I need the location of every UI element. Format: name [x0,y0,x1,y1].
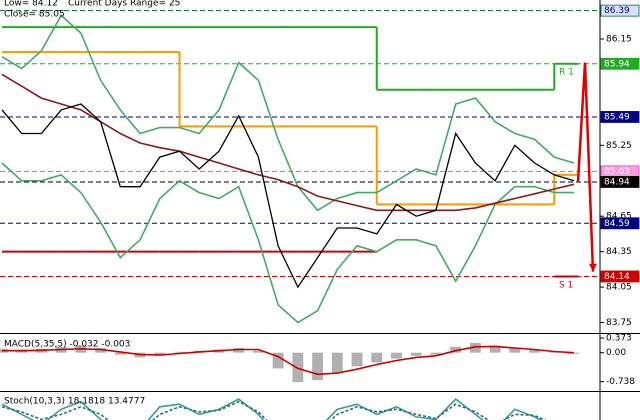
histogram-bar [410,352,422,356]
histogram-bar [351,352,363,367]
y-tick-label: 84.05 [606,283,632,293]
histogram-bar [509,347,521,353]
histogram-bar [95,347,107,353]
histogram-bar [489,345,501,353]
level-label: 84.14 [604,272,630,282]
annotation: Close= 85.05 [4,10,65,20]
histogram-bar [312,352,324,381]
level-box [600,111,640,123]
histogram-bar [450,346,462,353]
series-line [1,73,575,212]
level-annotation: S 1 [559,281,573,291]
histogram-bar [430,352,442,355]
histogram-bar [568,352,580,354]
level-label: 85.49 [604,112,630,122]
annotation: Low= 84.12 [4,0,58,9]
y-tick-label: 84.35 [606,247,632,257]
series-line [1,14,575,212]
histogram-bar [469,342,481,353]
y-tick-label: 83.75 [606,318,632,328]
histogram-bar [114,352,126,355]
y-tick-label: 84.65 [606,212,632,222]
series-line [2,345,575,376]
histogram-bar [252,350,264,353]
y-tick-label: 85.25 [606,141,632,151]
series-line [1,398,543,420]
y-tick-label: 0.373 [606,334,632,344]
level-label: 86.39 [604,6,630,16]
level-box [600,217,640,230]
level-label: 85.94 [604,59,630,69]
plot-area [0,10,600,324]
level-label: 85.03 [604,167,630,177]
forecast-line [576,62,595,272]
panel-title: Stoch(10,3,3) 18.1818 13.4777 [4,397,145,407]
level-box [600,4,640,17]
histogram-bar [391,352,402,359]
level-box [600,57,640,70]
level-label: 84.59 [604,219,630,229]
histogram-bar [174,351,185,353]
histogram-bar [292,352,304,383]
plot-area [0,342,580,383]
plot-area [1,398,547,420]
histogram-bar [272,352,284,369]
histogram-bar [331,352,343,373]
level-annotation: R 1 [559,68,574,78]
histogram-bar [529,349,540,353]
forecast-arrowhead [589,263,597,272]
annotation: Current Days Range= 25 [68,0,180,9]
level-box [600,176,640,188]
level-label: 84.94 [604,177,630,187]
y-tick-label: 0.00 [606,348,626,358]
histogram-bar [371,352,383,363]
level-box [600,270,640,283]
series-line [1,400,547,420]
y-tick-label: 86.15 [606,34,632,44]
y-tick-label: -0.738 [606,377,635,387]
panel-title: MACD(5,35,5) -0.032 -0.003 [4,340,130,350]
histogram-bar [233,347,245,353]
series-line [1,103,575,289]
series-line [1,162,574,324]
